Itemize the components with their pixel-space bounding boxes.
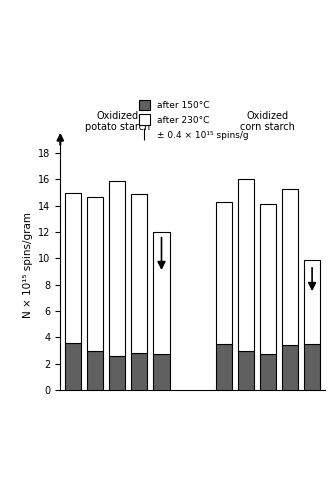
Y-axis label: N × 10¹⁵ spins/gram: N × 10¹⁵ spins/gram — [23, 212, 32, 318]
Bar — [131, 353, 147, 390]
Bar — [153, 354, 170, 390]
Bar — [260, 204, 276, 354]
Bar — [87, 350, 103, 390]
Bar — [304, 344, 320, 390]
Bar — [65, 192, 81, 342]
Bar — [282, 188, 298, 346]
Bar — [282, 346, 298, 390]
Bar — [87, 196, 103, 350]
Bar — [304, 260, 320, 344]
Bar — [260, 354, 276, 390]
Bar — [109, 181, 125, 356]
Bar — [153, 232, 170, 354]
Text: Oxidized
corn starch: Oxidized corn starch — [241, 110, 295, 132]
Bar — [131, 194, 147, 353]
Bar — [216, 344, 232, 390]
Bar — [65, 342, 81, 390]
Bar — [238, 180, 254, 350]
Bar — [238, 350, 254, 390]
Bar — [109, 356, 125, 390]
Text: Oxidized
potato starch: Oxidized potato starch — [85, 110, 150, 132]
Legend: after 150°C, after 230°C, ± 0.4 × 10¹⁵ spins/g: after 150°C, after 230°C, ± 0.4 × 10¹⁵ s… — [139, 100, 249, 140]
Bar — [216, 202, 232, 344]
